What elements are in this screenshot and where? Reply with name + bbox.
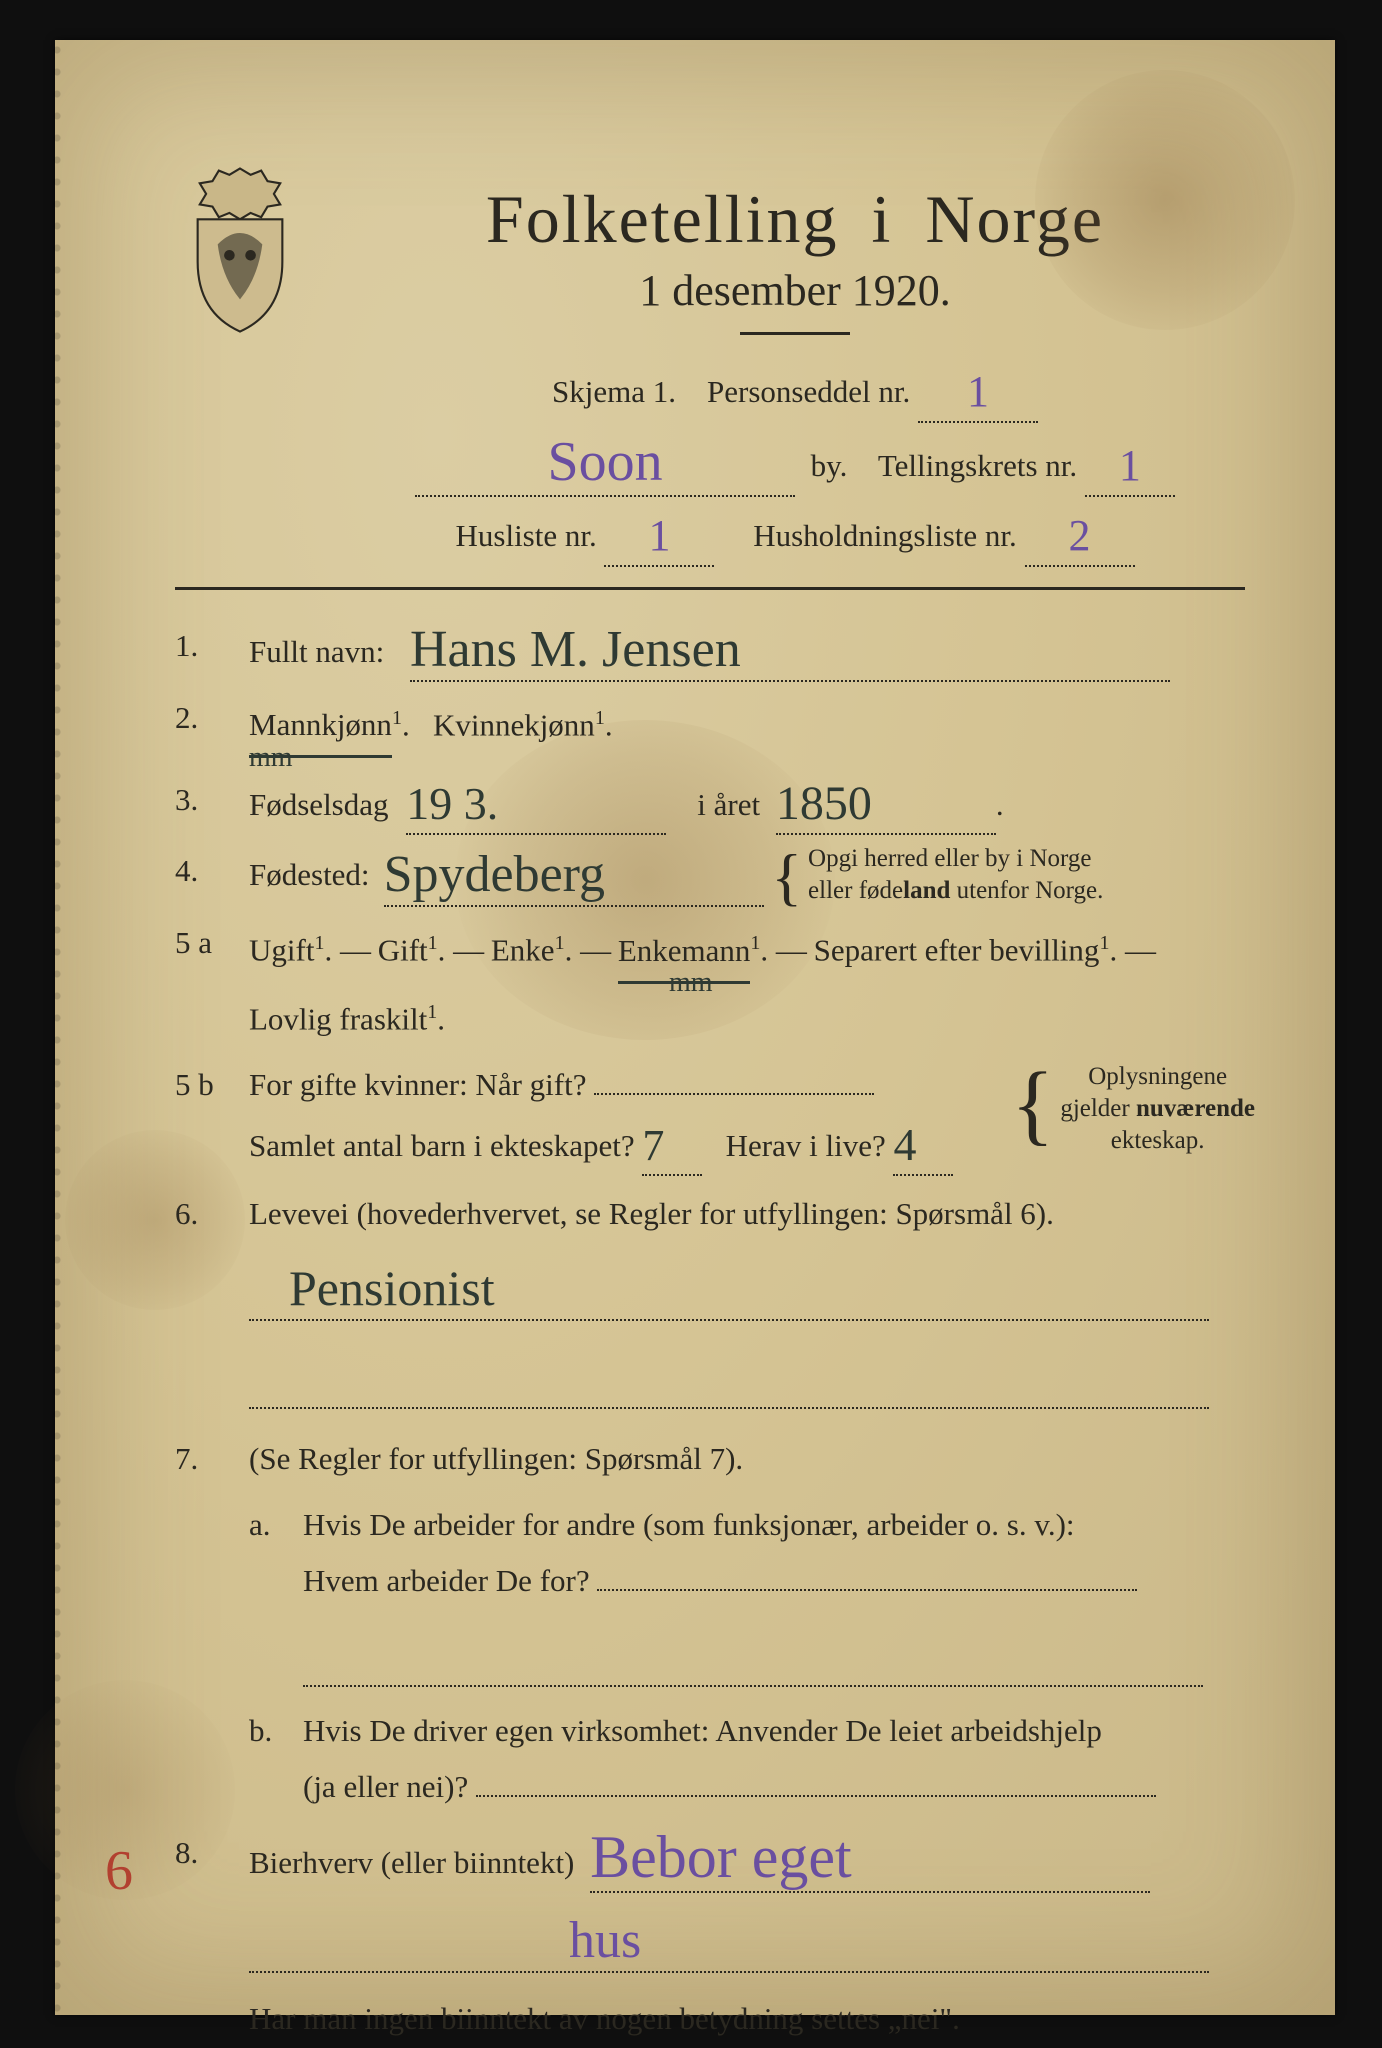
q4-label: Fødested: (249, 847, 370, 903)
document-subtitle: 1 desember 1920. (345, 265, 1245, 316)
husliste-nr-value: 1 (648, 511, 670, 560)
coat-of-arms-icon (175, 160, 305, 340)
schema-label: Skjema 1. (552, 374, 676, 409)
q5b-note: { Oplysningene gjelder nuværende ekteska… (1011, 1061, 1255, 1157)
q8-margin-mark: 6 (105, 1843, 133, 1899)
q5b-label3: Herav i live? (726, 1128, 886, 1163)
question-7: 7. (Se Regler for utfyllingen: Spørsmål … (175, 1431, 1245, 1815)
q5b-note-line2b: nuværende (1136, 1095, 1255, 1122)
q7-number: 7. (175, 1431, 249, 1487)
personseddel-nr-value: 1 (967, 367, 989, 416)
q7-label: (Se Regler for utfyllingen: Spørsmål 7). (249, 1441, 743, 1476)
question-4: 4. Fødested: Spydeberg { Opgi herred ell… (175, 843, 1245, 907)
q6-number: 6. (175, 1186, 249, 1242)
husliste-label: Husliste nr. (456, 518, 597, 553)
q5a-number: 5 a (175, 915, 249, 971)
question-2: 2. Mannkjønn1. Kvinnekjønn1. mm (175, 690, 1245, 758)
section-divider (175, 587, 1245, 590)
document-title: Folketelling i Norge (345, 180, 1245, 259)
q4-value: Spydeberg (384, 846, 605, 903)
q5b-note-line3: ekteskap. (1111, 1127, 1205, 1154)
title-divider (740, 332, 850, 335)
personseddel-label: Personseddel nr. (707, 374, 910, 409)
q3-year-label: i året (697, 787, 760, 822)
question-5a: 5 a Ugift1. — Gift1. — Enke1. — Enkemann… (175, 915, 1245, 1047)
q3-number: 3. (175, 772, 249, 828)
q2-number: 2. (175, 690, 249, 746)
form-header: Folketelling i Norge 1 desember 1920. Sk… (175, 160, 1245, 567)
q4-note: { Opgi herred eller by i Norge eller fød… (771, 843, 1103, 907)
q4-note-line1: Opgi herred eller by i Norge (808, 845, 1091, 872)
q4-number: 4. (175, 843, 249, 899)
q7b-line2: (ja eller nei)? (303, 1769, 468, 1804)
q5a-opt-gift: Gift (378, 933, 428, 968)
q2-label-kvinnekjonn: Kvinnekjønn (433, 707, 595, 742)
q3-day-month-value: 19 3. (406, 778, 498, 829)
q5a-line2: Lovlig fraskilt (249, 1001, 427, 1036)
q6-value: Pensionist (289, 1260, 495, 1316)
q4-note-line2b: land (903, 877, 950, 904)
scan-background: Folketelling i Norge 1 desember 1920. Sk… (0, 0, 1382, 2048)
tellingskrets-nr-value: 1 (1119, 441, 1141, 490)
q5b-children-alive: 4 (893, 1119, 916, 1170)
q3-year-value: 1850 (776, 777, 872, 830)
question-1: 1. Fullt navn: Hans M. Jensen (175, 618, 1245, 682)
q1-value: Hans M. Jensen (410, 621, 741, 678)
q8-value-line1: Bebor eget (590, 1824, 852, 1890)
q8-note: Har man ingen biinntekt av nogen betydni… (249, 1991, 1245, 2047)
question-5b: 5 b For gifte kvinner: Når gift? Samlet … (175, 1057, 1245, 1176)
q7a-line2: Hvem arbeider De for? (303, 1563, 590, 1598)
perforation-edge (49, 40, 69, 2015)
husholdningsliste-nr-value: 2 (1069, 511, 1091, 560)
q4-note-line2c: utenfor Norge. (950, 877, 1103, 904)
q4-note-line2a: eller føde (808, 877, 903, 904)
q3-label: Fødselsdag (249, 787, 389, 822)
tellingskrets-label: Tellingskrets nr. (878, 448, 1077, 483)
q5a-opt-ugift: Ugift (249, 933, 314, 968)
question-3: 3. Fødselsdag 19 3. i året 1850 . (175, 772, 1245, 835)
q1-label: Fullt navn: (249, 634, 384, 669)
q7b-number: b. (249, 1703, 303, 1815)
question-6: 6. Levevei (hovederhvervet, se Regler fo… (175, 1186, 1245, 1409)
title-block: Folketelling i Norge 1 desember 1920. Sk… (345, 180, 1245, 567)
husholdningsliste-label: Husholdningsliste nr. (753, 518, 1017, 553)
q5b-number: 5 b (175, 1057, 249, 1113)
q8-number: 8. (175, 1825, 249, 1881)
by-value: Soon (548, 431, 663, 493)
q5b-label1: For gifte kvinner: Når gift? (249, 1067, 586, 1102)
q5b-children-total: 7 (642, 1121, 664, 1170)
q8-label: Bierhverv (eller biinntekt) (249, 1845, 574, 1880)
by-line: Soon by. Tellingskrets nr. 1 (345, 429, 1245, 497)
by-label: by. (811, 448, 848, 483)
question-8: 6 8. Bierhverv (eller biinntekt) Bebor e… (175, 1825, 1245, 2047)
q5b-note-line1: Oplysningene (1088, 1063, 1227, 1090)
q5b-note-line2a: gjelder (1060, 1095, 1136, 1122)
q1-number: 1. (175, 618, 249, 674)
document-page: Folketelling i Norge 1 desember 1920. Sk… (55, 40, 1335, 2015)
q7a-number: a. (249, 1497, 303, 1687)
q5a-selection-mark: mm (669, 955, 713, 1011)
schema-line: Skjema 1. Personseddel nr. 1 (345, 359, 1245, 423)
husliste-line: Husliste nr. 1 Husholdningsliste nr. 2 (345, 503, 1245, 567)
q8-value-line2: hus (569, 1912, 641, 1969)
q6-label: Levevei (hovederhvervet, se Regler for u… (249, 1196, 1054, 1231)
q7a-line1: Hvis De arbeider for andre (som funksjon… (303, 1507, 1075, 1542)
q7b-line1: Hvis De driver egen virksomhet: Anvender… (303, 1713, 1102, 1748)
q5b-label2: Samlet antal barn i ekteskapet? (249, 1128, 635, 1163)
q5a-opt-enke: Enke (491, 933, 555, 968)
q5a-opt-separert: Separert efter bevilling (814, 933, 1100, 968)
